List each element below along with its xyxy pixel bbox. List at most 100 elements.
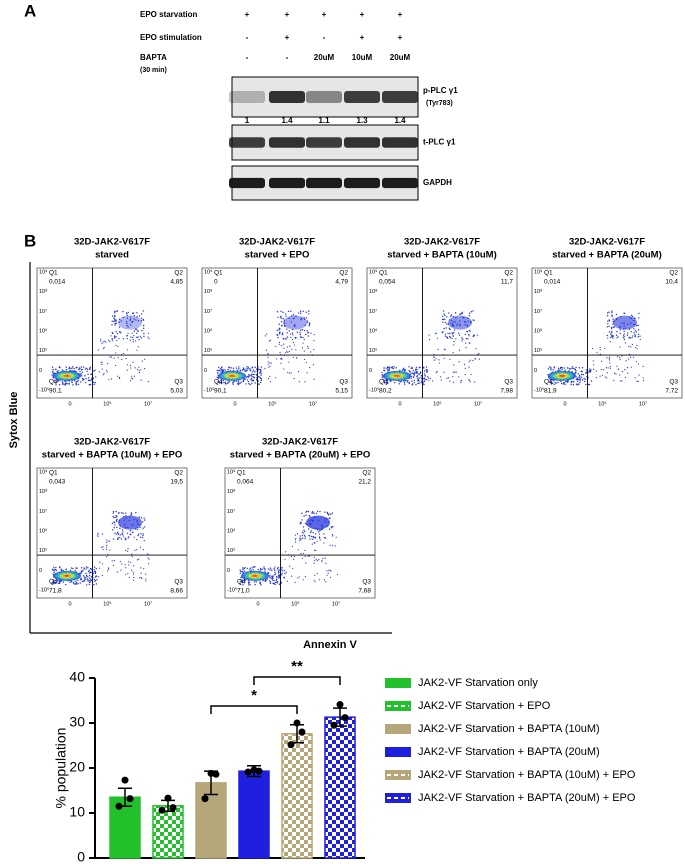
event — [113, 310, 116, 313]
event — [291, 348, 293, 350]
event — [459, 313, 461, 316]
event — [143, 327, 145, 330]
event — [606, 377, 608, 379]
event — [623, 338, 626, 341]
event — [420, 380, 423, 383]
y-tick-label: 40 — [69, 669, 85, 685]
event — [123, 535, 125, 537]
event — [309, 531, 312, 533]
event — [148, 558, 150, 560]
event — [101, 563, 104, 565]
event — [259, 370, 262, 373]
event — [255, 377, 258, 379]
blot-band — [382, 177, 418, 189]
event — [307, 335, 310, 337]
event — [386, 380, 389, 382]
plot-title: starved + BAPTA (20uM) + EPO — [230, 450, 370, 461]
quadrant-name: Q4 — [214, 379, 223, 386]
event — [144, 358, 146, 360]
event — [609, 366, 612, 368]
event — [300, 522, 303, 524]
event — [611, 315, 613, 318]
event — [98, 567, 101, 569]
plot-title: 32D-JAK2-V617F — [239, 237, 315, 248]
event — [398, 380, 400, 383]
event — [251, 367, 253, 369]
event — [427, 369, 429, 371]
event — [458, 376, 460, 378]
event — [251, 567, 253, 569]
event — [563, 381, 565, 384]
event — [611, 332, 613, 334]
y-tick-label: 10⁷ — [204, 308, 212, 315]
axis-label: Sytox Blue — [8, 392, 20, 449]
event — [242, 584, 244, 586]
event — [133, 375, 136, 377]
event — [383, 380, 386, 382]
event — [637, 363, 640, 365]
legend-label: JAK2-VF Starvation + BAPTA (20uM) + EPO — [418, 792, 636, 804]
event — [319, 510, 321, 513]
event — [318, 536, 321, 538]
event — [589, 368, 591, 370]
event — [93, 578, 95, 581]
event — [381, 377, 384, 379]
event — [582, 373, 584, 376]
event — [134, 367, 136, 369]
event — [260, 374, 262, 376]
event — [418, 366, 421, 369]
y-tick-label: 0 — [227, 568, 230, 574]
event — [76, 567, 78, 569]
event — [266, 578, 269, 580]
event — [65, 380, 67, 383]
event — [446, 377, 448, 379]
event — [468, 314, 471, 317]
event — [476, 334, 479, 336]
event — [132, 320, 134, 323]
event — [269, 381, 272, 383]
event — [111, 522, 114, 525]
event — [313, 537, 315, 539]
event — [408, 370, 410, 372]
condition-label: BAPTA — [140, 53, 167, 62]
event — [633, 332, 635, 334]
event — [283, 343, 285, 345]
event — [117, 375, 119, 377]
event — [604, 347, 606, 350]
event — [110, 335, 112, 337]
event — [420, 374, 423, 377]
y-tick-label: 10⁹ — [369, 268, 377, 275]
event — [292, 341, 295, 344]
event — [249, 567, 252, 569]
event — [309, 516, 311, 518]
event — [54, 368, 57, 371]
event — [613, 372, 616, 374]
event — [308, 323, 311, 325]
event — [301, 531, 304, 533]
event — [419, 371, 422, 373]
event — [307, 332, 309, 334]
event — [247, 380, 250, 383]
data-point — [121, 776, 129, 784]
event — [118, 376, 121, 379]
event — [423, 380, 426, 382]
condition-note: (30 min) — [140, 67, 167, 74]
event — [135, 328, 138, 330]
event — [51, 370, 54, 372]
event — [599, 346, 601, 348]
event — [232, 367, 235, 370]
event — [324, 537, 327, 539]
x-tick-label: 10⁵ — [103, 600, 111, 607]
event — [148, 338, 150, 340]
event — [88, 572, 91, 574]
event — [89, 577, 91, 579]
event — [235, 380, 238, 382]
event — [308, 325, 311, 327]
event — [453, 341, 455, 343]
blot-band — [269, 91, 305, 103]
lane-value: - — [286, 53, 289, 62]
event — [132, 571, 134, 573]
event — [247, 368, 249, 370]
event — [115, 310, 118, 312]
event — [260, 372, 262, 375]
